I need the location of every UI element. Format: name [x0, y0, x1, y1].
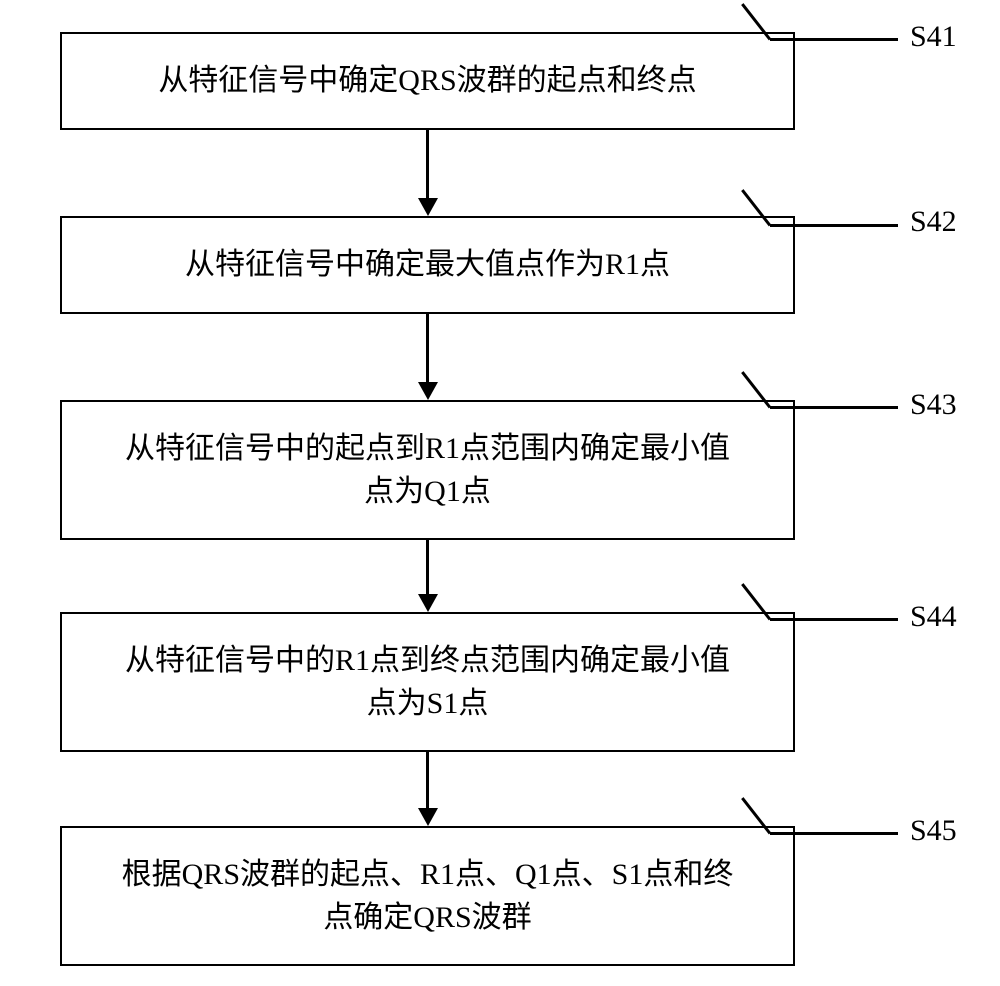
arrow-shaft-1 — [426, 130, 429, 200]
step-box-s45: 根据QRS波群的起点、R1点、Q1点、S1点和终点确定QRS波群 — [60, 826, 795, 966]
step-label-s41: S41 — [910, 20, 957, 54]
step-text-s42: 从特征信号中确定最大值点作为R1点 — [175, 243, 680, 287]
arrow-shaft-3 — [426, 540, 429, 596]
callout-h-s45 — [770, 832, 898, 835]
callout-h-s43 — [770, 406, 898, 409]
step-text-s44: 从特征信号中的R1点到终点范围内确定最小值点为S1点 — [115, 639, 740, 726]
step-label-s44: S44 — [910, 600, 957, 634]
arrow-head-1 — [418, 198, 438, 216]
step-box-s41: 从特征信号中确定QRS波群的起点和终点 — [60, 32, 795, 130]
arrow-head-3 — [418, 594, 438, 612]
step-label-s43: S43 — [910, 388, 957, 422]
callout-h-s41 — [770, 38, 898, 41]
step-text-s43: 从特征信号中的起点到R1点范围内确定最小值点为Q1点 — [115, 427, 740, 514]
arrow-head-2 — [418, 382, 438, 400]
arrow-head-4 — [418, 808, 438, 826]
step-label-s42: S42 — [910, 205, 957, 239]
step-box-s43: 从特征信号中的起点到R1点范围内确定最小值点为Q1点 — [60, 400, 795, 540]
step-text-s41: 从特征信号中确定QRS波群的起点和终点 — [148, 59, 706, 103]
callout-h-s44 — [770, 618, 898, 621]
flowchart-canvas: { "layout": { "canvas_w": 1000, "canvas_… — [0, 0, 1000, 986]
step-box-s44: 从特征信号中的R1点到终点范围内确定最小值点为S1点 — [60, 612, 795, 752]
step-text-s45: 根据QRS波群的起点、R1点、Q1点、S1点和终点确定QRS波群 — [112, 853, 744, 940]
step-box-s42: 从特征信号中确定最大值点作为R1点 — [60, 216, 795, 314]
step-label-s45: S45 — [910, 814, 957, 848]
arrow-shaft-4 — [426, 752, 429, 810]
arrow-shaft-2 — [426, 314, 429, 384]
callout-h-s42 — [770, 224, 898, 227]
